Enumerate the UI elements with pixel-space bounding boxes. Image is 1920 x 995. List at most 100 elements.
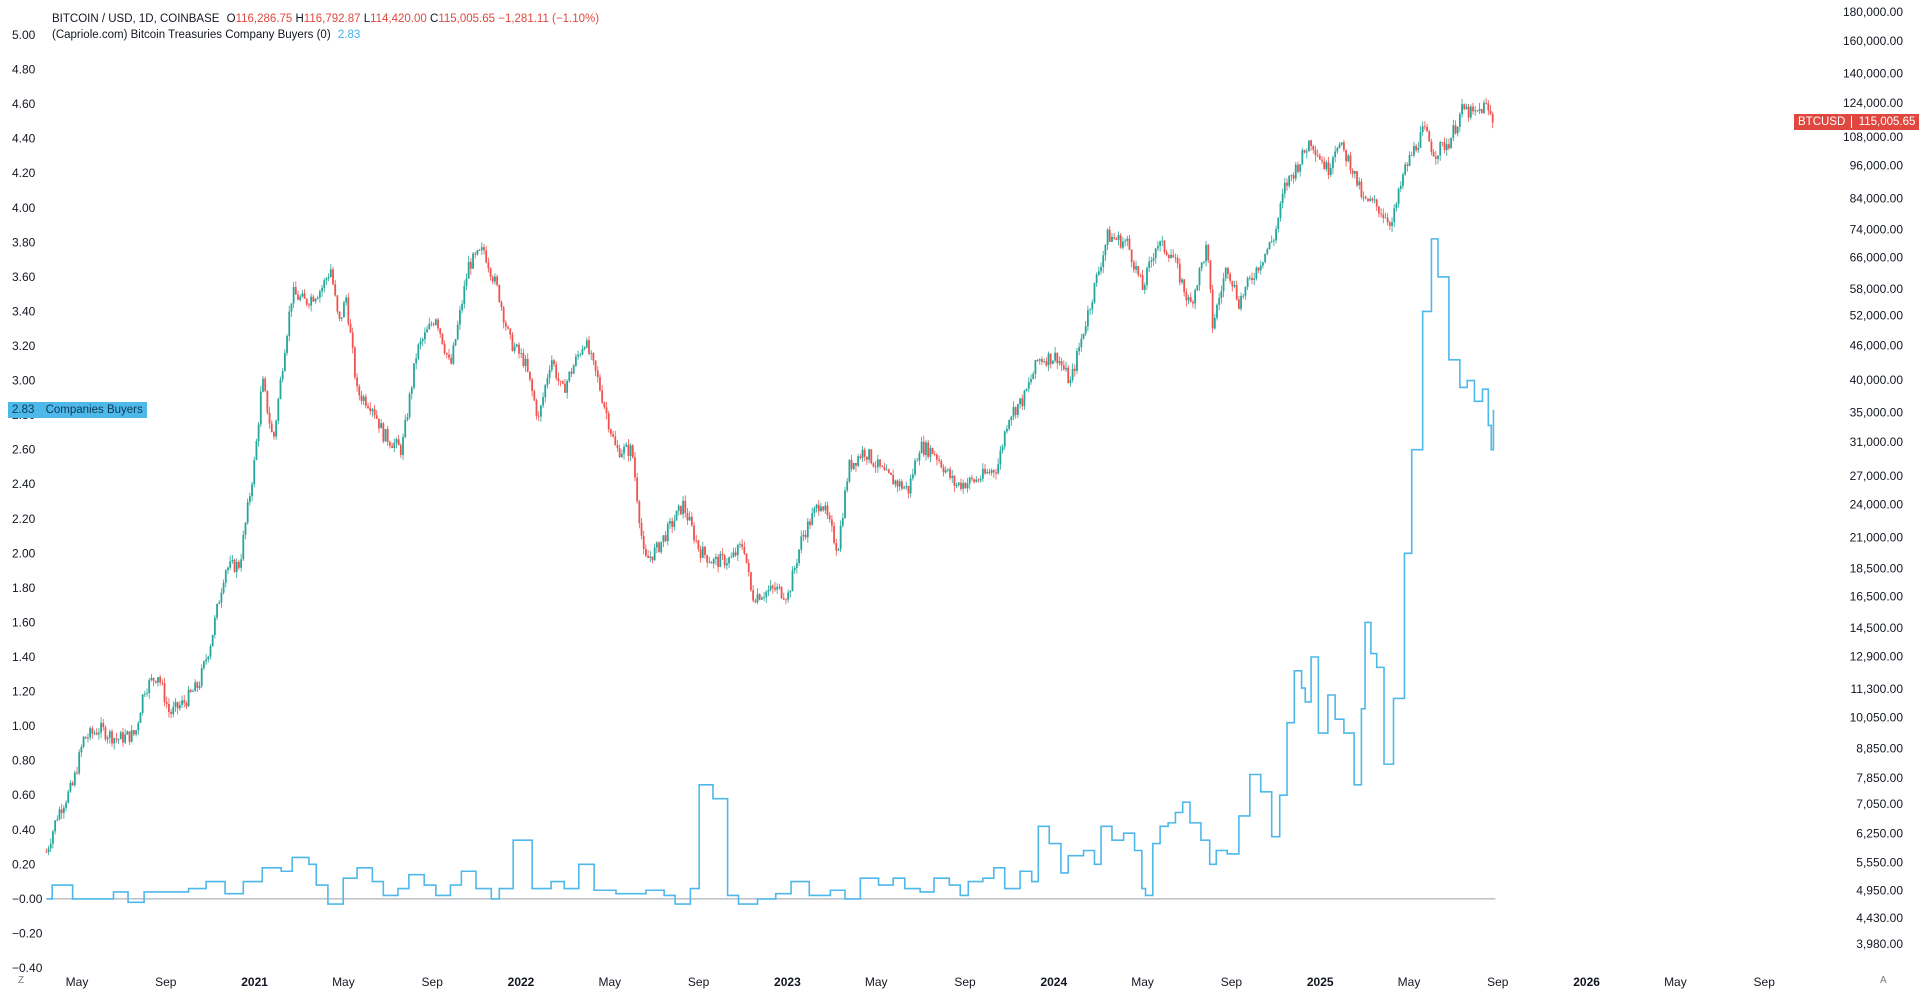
- left-tick-label: 4.40: [12, 132, 36, 146]
- candle-up: [279, 379, 282, 399]
- candle-down: [936, 454, 938, 460]
- candle-up: [1264, 253, 1267, 263]
- candle-down: [1476, 110, 1479, 112]
- candle-up: [1325, 162, 1328, 170]
- left-tick-label: 1.80: [12, 581, 36, 595]
- candle-up: [224, 570, 227, 583]
- candle-down: [809, 521, 811, 526]
- candle-down: [509, 328, 512, 335]
- candle-down: [743, 547, 746, 554]
- candle-up: [1095, 274, 1098, 283]
- candle-up: [1025, 388, 1028, 391]
- left-axis: 5.00 4.80 4.60 4.40 4.20 4.00 3.80 3.60 3.40 3.20…: [12, 28, 43, 975]
- candle-up: [1474, 110, 1477, 112]
- indicator-title: (Capriole.com) Bitcoin Treasuries Compan…: [52, 29, 331, 41]
- candle-up: [478, 249, 481, 251]
- candle-down: [859, 456, 862, 458]
- companies-buyers-line: [46, 238, 1495, 905]
- candle-up: [1218, 298, 1221, 305]
- candle-down: [1128, 238, 1131, 250]
- candle-down: [1423, 126, 1426, 128]
- candle-up: [791, 570, 794, 592]
- candle-up: [1393, 208, 1396, 223]
- candle-down: [855, 462, 857, 466]
- candle-up: [1399, 185, 1402, 189]
- time-tick-label: May: [865, 975, 888, 989]
- candle-up: [1091, 302, 1094, 310]
- candle-up: [655, 542, 658, 548]
- candle-up: [1008, 420, 1011, 429]
- candle-down: [817, 504, 820, 512]
- candle-down: [833, 525, 835, 544]
- candle-down: [369, 407, 372, 412]
- candle-down: [1229, 274, 1232, 281]
- candle-up: [1051, 360, 1054, 364]
- right-tick-label: 7,050.00: [1856, 797, 1903, 811]
- close-label: C: [430, 13, 439, 25]
- candle-up: [119, 732, 122, 740]
- candle-up: [1152, 258, 1155, 261]
- candle-down: [373, 409, 376, 416]
- indicator-badge: 2.83 Companies Buyers: [8, 402, 147, 418]
- candle-down: [717, 556, 720, 567]
- candle-up: [1078, 347, 1081, 352]
- candle-down: [1132, 262, 1135, 270]
- candle-up: [1299, 164, 1302, 172]
- candle-down: [1141, 275, 1144, 290]
- candle-down: [498, 285, 501, 302]
- auto-scale-toggle[interactable]: A: [1880, 975, 1887, 986]
- left-tick-label: 2.20: [12, 512, 36, 526]
- right-tick-label: 27,000.00: [1850, 469, 1904, 483]
- candle-down: [631, 445, 634, 458]
- candle-up: [244, 522, 247, 535]
- candle-down: [91, 728, 94, 734]
- candle-down: [977, 479, 980, 481]
- candle-down: [931, 448, 934, 455]
- candle-up: [955, 484, 958, 486]
- candle-down: [564, 383, 566, 393]
- time-tick-label: 2025: [1307, 975, 1334, 989]
- candle-up: [472, 253, 474, 269]
- candle-up: [93, 732, 96, 734]
- candle-up: [242, 534, 245, 560]
- candle-down: [1316, 155, 1319, 157]
- candle-down: [553, 360, 555, 365]
- candle-up: [130, 730, 133, 742]
- candle-up: [1084, 326, 1087, 334]
- candle-up: [1294, 164, 1297, 179]
- candle-up: [172, 706, 175, 714]
- candle-down: [1211, 289, 1214, 329]
- right-tick-label: 6,250.00: [1856, 827, 1903, 841]
- candle-down: [1297, 164, 1299, 172]
- candle-down: [1235, 284, 1238, 300]
- candle-down: [592, 352, 595, 361]
- zoom-toggle-left[interactable]: Z: [18, 975, 25, 986]
- candle-down: [518, 344, 520, 354]
- candle-up: [327, 276, 330, 279]
- candle-up: [1437, 155, 1439, 159]
- candle-down: [491, 276, 494, 282]
- candle-down: [111, 731, 113, 744]
- candle-up: [187, 689, 190, 707]
- candle-up: [1283, 182, 1286, 194]
- candle-up: [999, 450, 1002, 465]
- candle-down: [638, 501, 641, 523]
- candle-up: [861, 449, 864, 458]
- candle-up: [248, 496, 251, 503]
- candle-up: [925, 442, 927, 455]
- candle-up: [476, 250, 479, 255]
- candle-up: [1106, 229, 1109, 245]
- candle-up: [1461, 104, 1463, 115]
- time-tick-label: May: [66, 975, 89, 989]
- time-tick-label: Sep: [1487, 975, 1509, 989]
- candle-up: [259, 391, 262, 425]
- candle-down: [483, 247, 485, 251]
- candle-down: [1321, 159, 1323, 162]
- candle-down: [863, 449, 866, 457]
- left-tick-label: 3.60: [12, 270, 36, 284]
- candle-up: [100, 722, 102, 733]
- candle-up: [235, 561, 238, 572]
- candle-up: [539, 405, 542, 417]
- candle-down: [349, 323, 352, 333]
